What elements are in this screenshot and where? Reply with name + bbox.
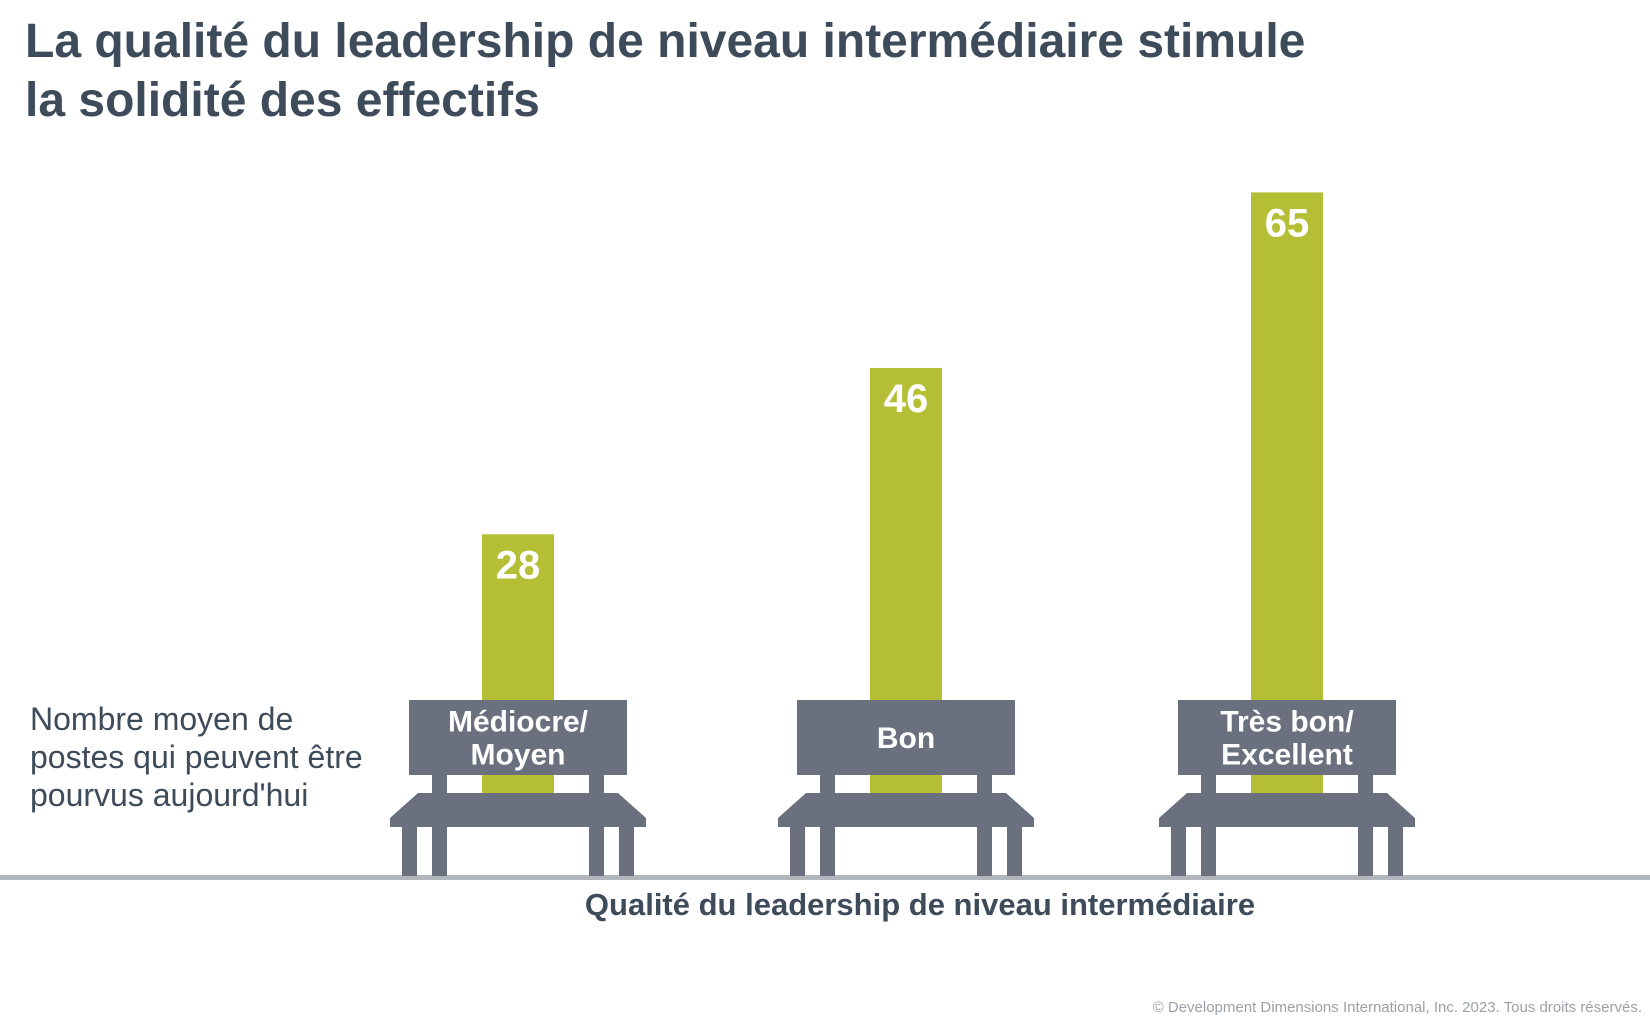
bench-post-right-3 xyxy=(1358,774,1373,794)
data-label-3: 65 xyxy=(1265,201,1310,245)
y-axis-label: Nombre moyen de postes qui peuvent être … xyxy=(30,700,410,814)
bench-post-right-1 xyxy=(589,774,604,794)
chart-title-line-1: La qualité du leadership de niveau inter… xyxy=(25,15,1306,68)
bench-leg-3-3 xyxy=(1358,826,1373,876)
bench-leg-3-2 xyxy=(977,826,992,876)
bench-leg-1-1 xyxy=(402,826,417,876)
bench-post-left-2 xyxy=(820,774,835,794)
data-label-2: 46 xyxy=(884,377,929,421)
bench-leg-2-2 xyxy=(820,826,835,876)
bench-post-left-1 xyxy=(432,774,447,794)
bench-post-right-2 xyxy=(977,774,992,794)
bench-seat-3 xyxy=(1159,793,1415,827)
bench-leg-3-1 xyxy=(589,826,604,876)
bar-3 xyxy=(1251,192,1323,793)
bench-leg-4-1 xyxy=(619,826,634,876)
y-axis-label-line-3: pourvus aujourd'hui xyxy=(30,777,309,813)
bench-leg-4-3 xyxy=(1388,826,1403,876)
data-label-1: 28 xyxy=(496,543,541,587)
x-axis-label: Qualité du leadership de niveau interméd… xyxy=(584,887,1256,922)
category-label-1-line-1: Médiocre/ xyxy=(448,706,589,739)
bench-seat-1 xyxy=(390,793,646,827)
bench-post-left-3 xyxy=(1201,774,1216,794)
category-label-1-line-2: Moyen xyxy=(470,739,565,772)
bench-back-2 xyxy=(797,700,1015,775)
bench-leg-2-1 xyxy=(432,826,447,876)
y-axis-label-line-2: postes qui peuvent être xyxy=(30,739,363,775)
bench-leg-4-2 xyxy=(1007,826,1022,876)
bench-seat-2 xyxy=(778,793,1034,827)
bench-leg-1-3 xyxy=(1171,826,1186,876)
chart-title-line-2: la solidité des effectifs xyxy=(25,74,540,127)
copyright-notice: © Development Dimensions International, … xyxy=(1152,999,1642,1016)
category-label-3-line-2: Excellent xyxy=(1221,739,1353,772)
category-label-2-line-1: Bon xyxy=(877,722,935,755)
baseline xyxy=(0,875,1650,880)
bench-back-3 xyxy=(1178,700,1396,775)
bench-back-1 xyxy=(409,700,627,775)
category-label-3-line-1: Très bon/ xyxy=(1220,706,1354,739)
chart-title: La qualité du leadership de niveau inter… xyxy=(25,12,1525,130)
bench-leg-2-3 xyxy=(1201,826,1216,876)
bench-leg-1-2 xyxy=(790,826,805,876)
y-axis-label-line-1: Nombre moyen de xyxy=(30,701,294,737)
